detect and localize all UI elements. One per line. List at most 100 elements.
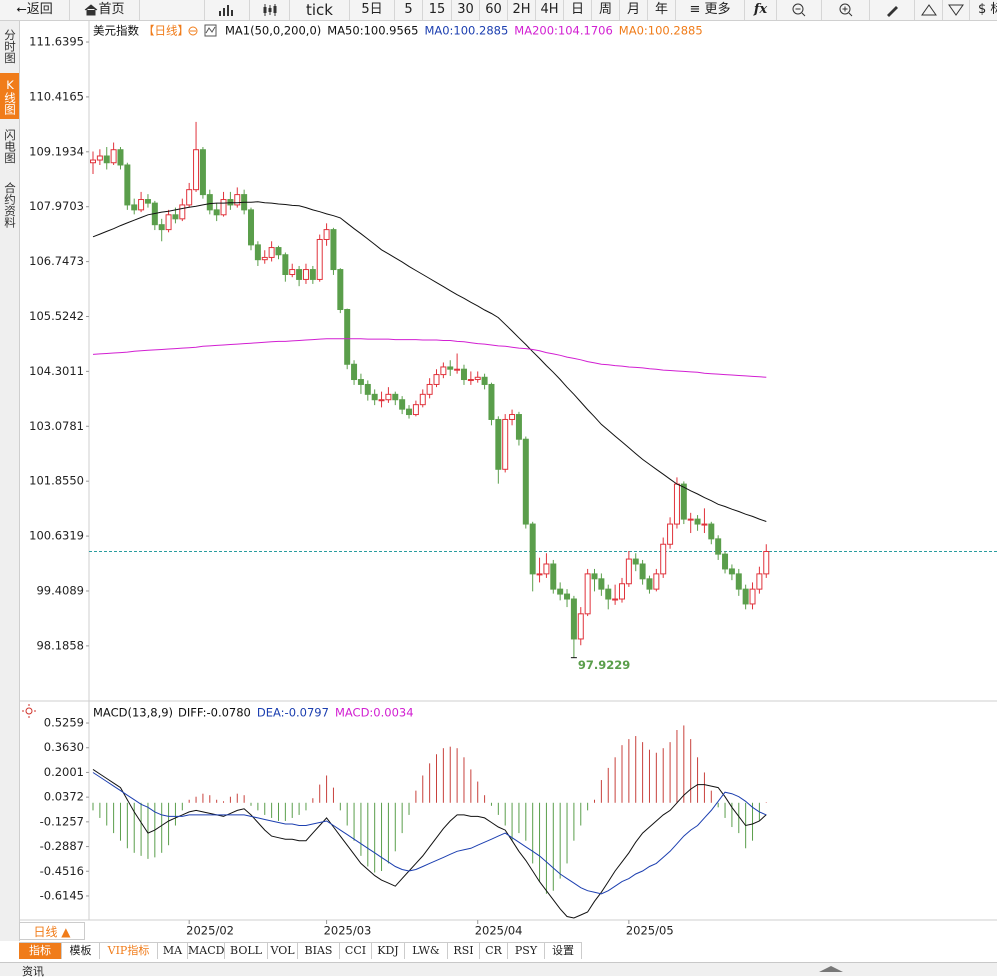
currency-button[interactable]: $ 标 — [978, 2, 997, 17]
indicator-line — [92, 768, 767, 919]
draw-button[interactable] — [870, 0, 915, 20]
candle-body — [639, 563, 646, 580]
candle-body — [694, 518, 701, 525]
collapse-icon[interactable] — [818, 965, 844, 973]
candle-body — [309, 269, 316, 280]
candle-body — [481, 376, 488, 385]
indicator-tab[interactable]: CCI — [340, 943, 372, 959]
period-button[interactable]: 15 — [423, 0, 452, 20]
indicator-tab[interactable]: LW& — [405, 943, 448, 959]
candle-body — [660, 543, 667, 575]
candle-body — [701, 523, 708, 526]
candle-body — [117, 149, 124, 166]
zoom-out-icon — [792, 3, 806, 16]
period-button[interactable]: 60 — [480, 0, 508, 20]
legend-item: MA50:100.9565 — [327, 24, 418, 38]
zoom-in-button[interactable] — [822, 0, 870, 20]
candle-body — [612, 598, 619, 601]
indicator-tab[interactable]: 指标 — [19, 943, 62, 959]
indicator-tab[interactable]: BIAS — [298, 943, 340, 959]
period-button[interactable]: 周 — [592, 0, 620, 20]
candle-body — [728, 568, 735, 575]
candle-body — [447, 366, 454, 370]
candle-body — [673, 483, 680, 525]
legend-item: MACD:0.0034 — [335, 706, 414, 720]
indicator-tab[interactable]: 设置 — [545, 943, 582, 959]
indicator-tab[interactable]: VIP指标 — [100, 943, 158, 959]
candle-body — [261, 256, 268, 261]
legend-item: DIFF:-0.0780 — [178, 706, 251, 720]
indicator-tab[interactable]: 模板 — [62, 943, 100, 959]
side-tab-active[interactable]: K线图 — [0, 73, 19, 119]
candle-body — [735, 573, 742, 590]
y-tick-label: 0.5259 — [44, 716, 84, 730]
candle-body — [316, 238, 323, 280]
indicator-tab[interactable]: MA — [158, 943, 188, 959]
legend-item: MA200:104.1706 — [514, 24, 613, 38]
legend-title: 美元指数 — [93, 24, 139, 38]
period-button[interactable]: 月 — [620, 0, 648, 20]
candle-body — [749, 588, 756, 605]
candle-body — [605, 588, 612, 600]
candle-body — [110, 149, 117, 164]
period-button[interactable]: 2H — [508, 0, 536, 20]
home-button[interactable]: 首页 — [70, 0, 140, 20]
candle-body — [454, 368, 461, 371]
more-button[interactable]: ≡ 更多 — [676, 0, 745, 20]
legend-item: MA1(50,0,200,0) — [225, 24, 321, 38]
candle-body — [351, 363, 358, 381]
y-tick-label: 0.3630 — [44, 740, 84, 754]
y-tick-label: 100.6319 — [29, 529, 84, 543]
period-button[interactable]: 年 — [648, 0, 676, 20]
candle-body — [625, 558, 632, 585]
indicator-tab[interactable]: KDJ — [372, 943, 405, 959]
down-button[interactable] — [943, 0, 970, 20]
candle-body — [248, 209, 255, 246]
period-button[interactable]: tick — [290, 0, 350, 20]
y-tick-label: -0.6145 — [40, 888, 84, 902]
back-button[interactable]: ⭠返回 — [0, 0, 70, 20]
formula-button[interactable]: fx — [745, 0, 777, 20]
candle-body — [474, 376, 481, 381]
candle-body — [172, 214, 179, 220]
period-button[interactable]: 5 — [395, 0, 423, 20]
side-tab[interactable]: 合约资料 — [3, 182, 17, 228]
indicator-tab[interactable]: CR — [480, 943, 508, 959]
y-tick-label: -0.4516 — [40, 864, 84, 878]
footer-tab[interactable]: 资讯 — [22, 965, 44, 978]
zoom-out-button[interactable] — [777, 0, 822, 20]
legend-item: DEA:-0.0797 — [257, 706, 329, 720]
candle-body — [618, 583, 625, 600]
candle-body — [344, 309, 351, 365]
candle-body — [467, 379, 474, 382]
pen-icon — [887, 5, 898, 17]
indicator-tab[interactable]: VOL — [268, 943, 298, 959]
label: 返回 — [26, 2, 53, 17]
candle-button[interactable] — [250, 0, 290, 20]
candle-body — [715, 538, 722, 555]
x-tick-label: 2025/03 — [324, 924, 372, 938]
candle-body — [144, 199, 151, 204]
period-selector[interactable]: 日线 ▲ — [19, 922, 85, 940]
period-button[interactable]: 4H — [536, 0, 564, 20]
candle-body — [577, 613, 584, 640]
candle-body — [392, 393, 399, 401]
up-button[interactable] — [915, 0, 943, 20]
indicator-tab[interactable]: MACD — [188, 943, 225, 959]
period-button[interactable]: 日 — [564, 0, 592, 20]
bar-chart-button[interactable] — [205, 0, 250, 20]
candle-body — [632, 558, 639, 565]
candle-body — [131, 204, 138, 211]
indicator-tab[interactable]: BOLL — [225, 943, 268, 959]
side-tab[interactable]: 分时图 — [3, 28, 17, 64]
indicator-tab[interactable]: RSI — [448, 943, 480, 959]
period-button[interactable]: 30 — [452, 0, 480, 20]
period-button[interactable]: 5日 — [350, 0, 395, 20]
indicator-tab[interactable]: PSY — [508, 943, 545, 959]
candle-body — [550, 563, 557, 590]
side-tab[interactable]: 闪电图 — [3, 128, 17, 164]
toolbar: ⭠返回 首页 tick 5日 5 15 30 60 2H 4H 日 周 月 年 … — [0, 0, 997, 21]
candle-body — [282, 254, 289, 275]
candle-body — [138, 199, 145, 211]
